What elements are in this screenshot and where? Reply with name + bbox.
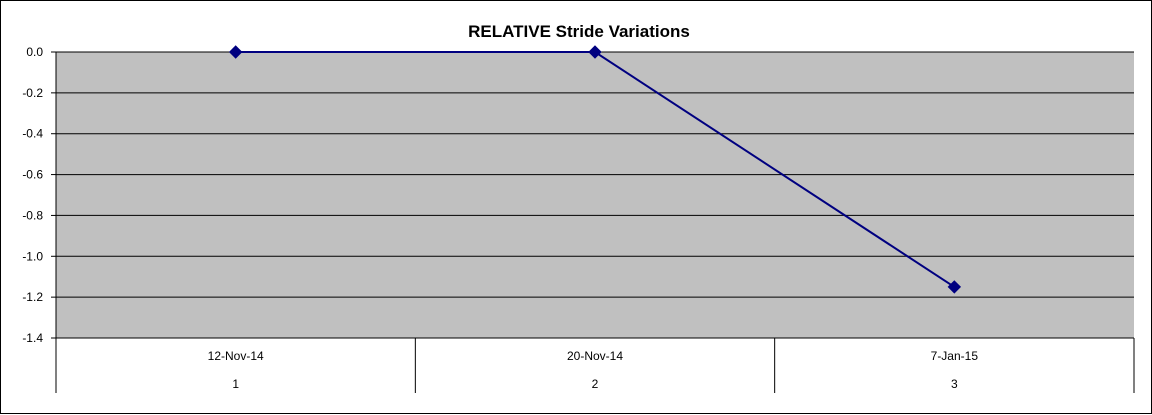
x-tick-label: 12-Nov-14 [208, 349, 264, 363]
y-tick-label: -0.4 [22, 127, 43, 141]
y-tick-label: -1.0 [22, 249, 43, 263]
y-tick-label: -0.6 [22, 168, 43, 182]
data-point-marker [947, 280, 962, 294]
y-tick-label: -0.8 [22, 208, 43, 222]
data-point-marker [228, 45, 243, 59]
chart-title: RELATIVE Stride Variations [468, 22, 690, 41]
y-tick-label: -1.4 [22, 331, 43, 345]
plot-background [56, 52, 1134, 338]
x-index-label: 2 [592, 377, 599, 391]
x-tick-label: 7-Jan-15 [931, 349, 979, 363]
x-tick-label: 20-Nov-14 [567, 349, 623, 363]
data-point-marker [588, 45, 602, 59]
y-tick-label: 0.0 [26, 45, 43, 59]
x-index-label: 1 [232, 377, 239, 391]
y-tick-label: -1.2 [22, 290, 43, 304]
plot-area: 0.0 -0.2 -0.4 -0.6 -0.8 -1.0 -1.2 -1.4 12-Nov-14… [22, 45, 1135, 393]
x-index-label: 3 [951, 377, 958, 391]
y-tick-label: -0.2 [22, 86, 43, 100]
